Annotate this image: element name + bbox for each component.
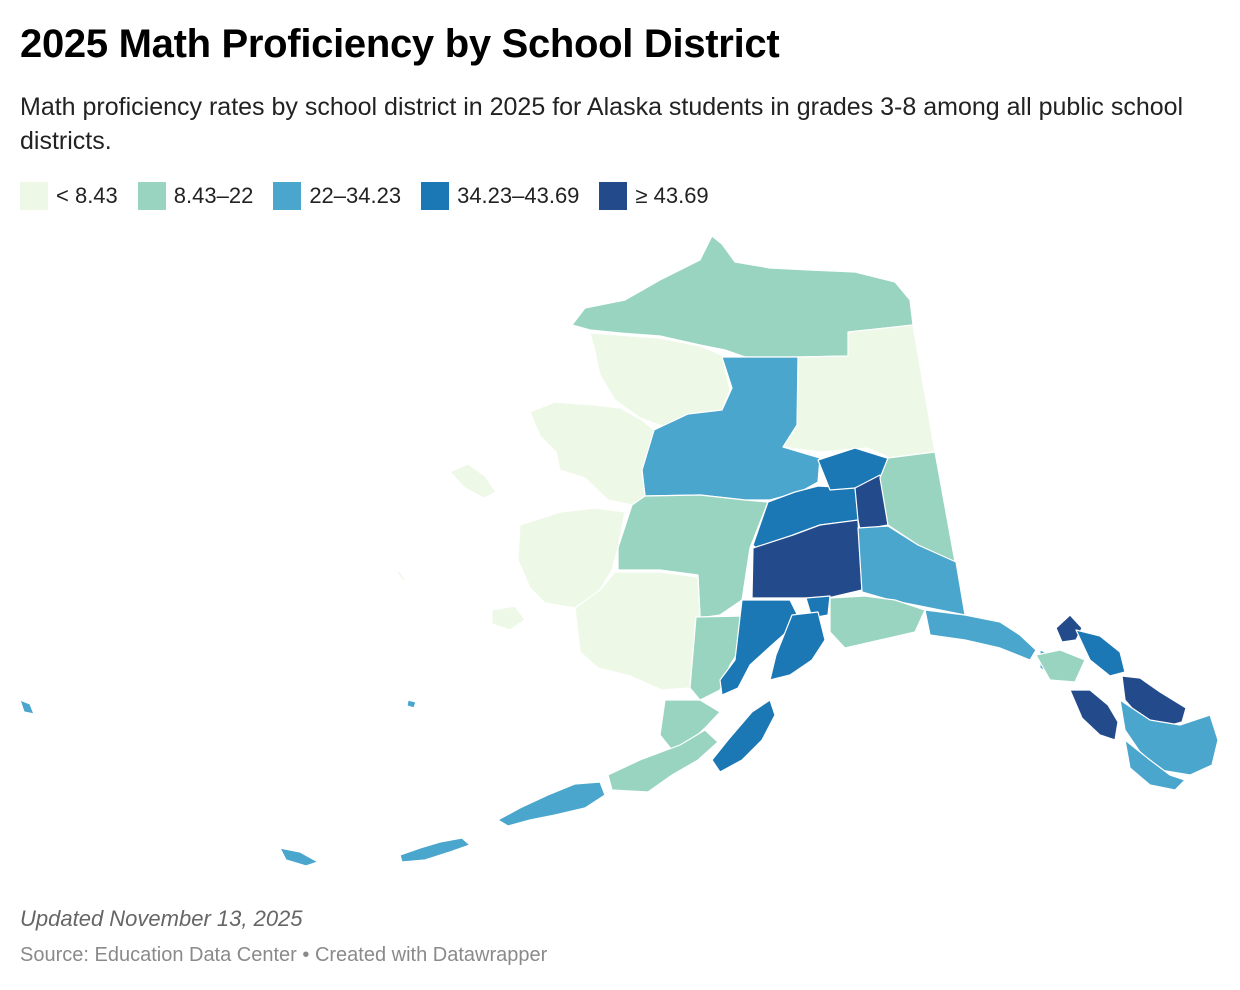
legend-label-3: 22–34.23 [309, 183, 402, 208]
district-yukon-flats[interactable] [782, 324, 936, 459]
legend-item-5: ≥ 43.69 [599, 182, 709, 210]
legend-label-4: 34.23–43.69 [457, 183, 580, 208]
legend-label-5: ≥ 43.69 [635, 183, 709, 208]
district-north-slope[interactable] [571, 235, 914, 358]
district-prince-of-wales[interactable] [1124, 739, 1186, 791]
legend: < 8.43 8.43–22 22–34.23 34.23–43.69 ≥ 43… [20, 182, 729, 210]
legend-label-1: < 8.43 [56, 183, 118, 208]
district-haines[interactable] [1075, 629, 1126, 677]
legend-label-2: 8.43–22 [173, 183, 254, 208]
district-aleutian-islets[interactable] [279, 847, 319, 867]
district-near-islands[interactable] [19, 699, 35, 715]
district-aleutians-west[interactable] [399, 837, 471, 863]
legend-swatch-2 [137, 182, 166, 210]
district-kenai-peninsula[interactable] [769, 611, 826, 681]
page-title: 2025 Math Proficiency by School District [20, 22, 780, 66]
legend-swatch-5 [599, 182, 628, 210]
legend-swatch-4 [421, 182, 450, 210]
district-st-matthew[interactable] [395, 569, 407, 581]
district-pribilof[interactable] [406, 699, 417, 709]
district-ketchikan[interactable] [1119, 699, 1219, 776]
legend-item-1: < 8.43 [20, 182, 118, 210]
district-chilkat[interactable] [1035, 649, 1086, 683]
updated-date: Updated November 13, 2025 [20, 906, 303, 931]
legend-swatch-3 [273, 182, 302, 210]
alaska-district-map [19, 235, 1219, 867]
district-prince-william-sound[interactable] [829, 595, 926, 649]
district-skagway[interactable] [1055, 614, 1083, 643]
district-bering-strait[interactable] [529, 401, 655, 506]
legend-item-4: 34.23–43.69 [421, 182, 579, 210]
district-kenai-west[interactable] [719, 599, 801, 696]
district-st-lawrence-island[interactable] [449, 463, 497, 499]
district-aleutians-east[interactable] [497, 781, 606, 827]
legend-swatch-1 [20, 182, 48, 210]
district-iditarod[interactable] [617, 494, 769, 619]
page-subtitle: Math proficiency rates by school distric… [20, 93, 1184, 155]
district-lake-peninsula[interactable] [607, 729, 719, 793]
source-credit: Source: Education Data Center • Created … [20, 944, 548, 966]
district-sitka[interactable] [1069, 689, 1119, 741]
legend-item-2: 8.43–22 [137, 182, 254, 210]
district-nunivak-island[interactable] [491, 605, 526, 631]
district-kodiak-island[interactable] [711, 699, 776, 773]
district-lower-yukon[interactable] [517, 507, 626, 609]
district-cordova[interactable] [924, 609, 1037, 661]
legend-item-3: 22–34.23 [273, 182, 401, 210]
